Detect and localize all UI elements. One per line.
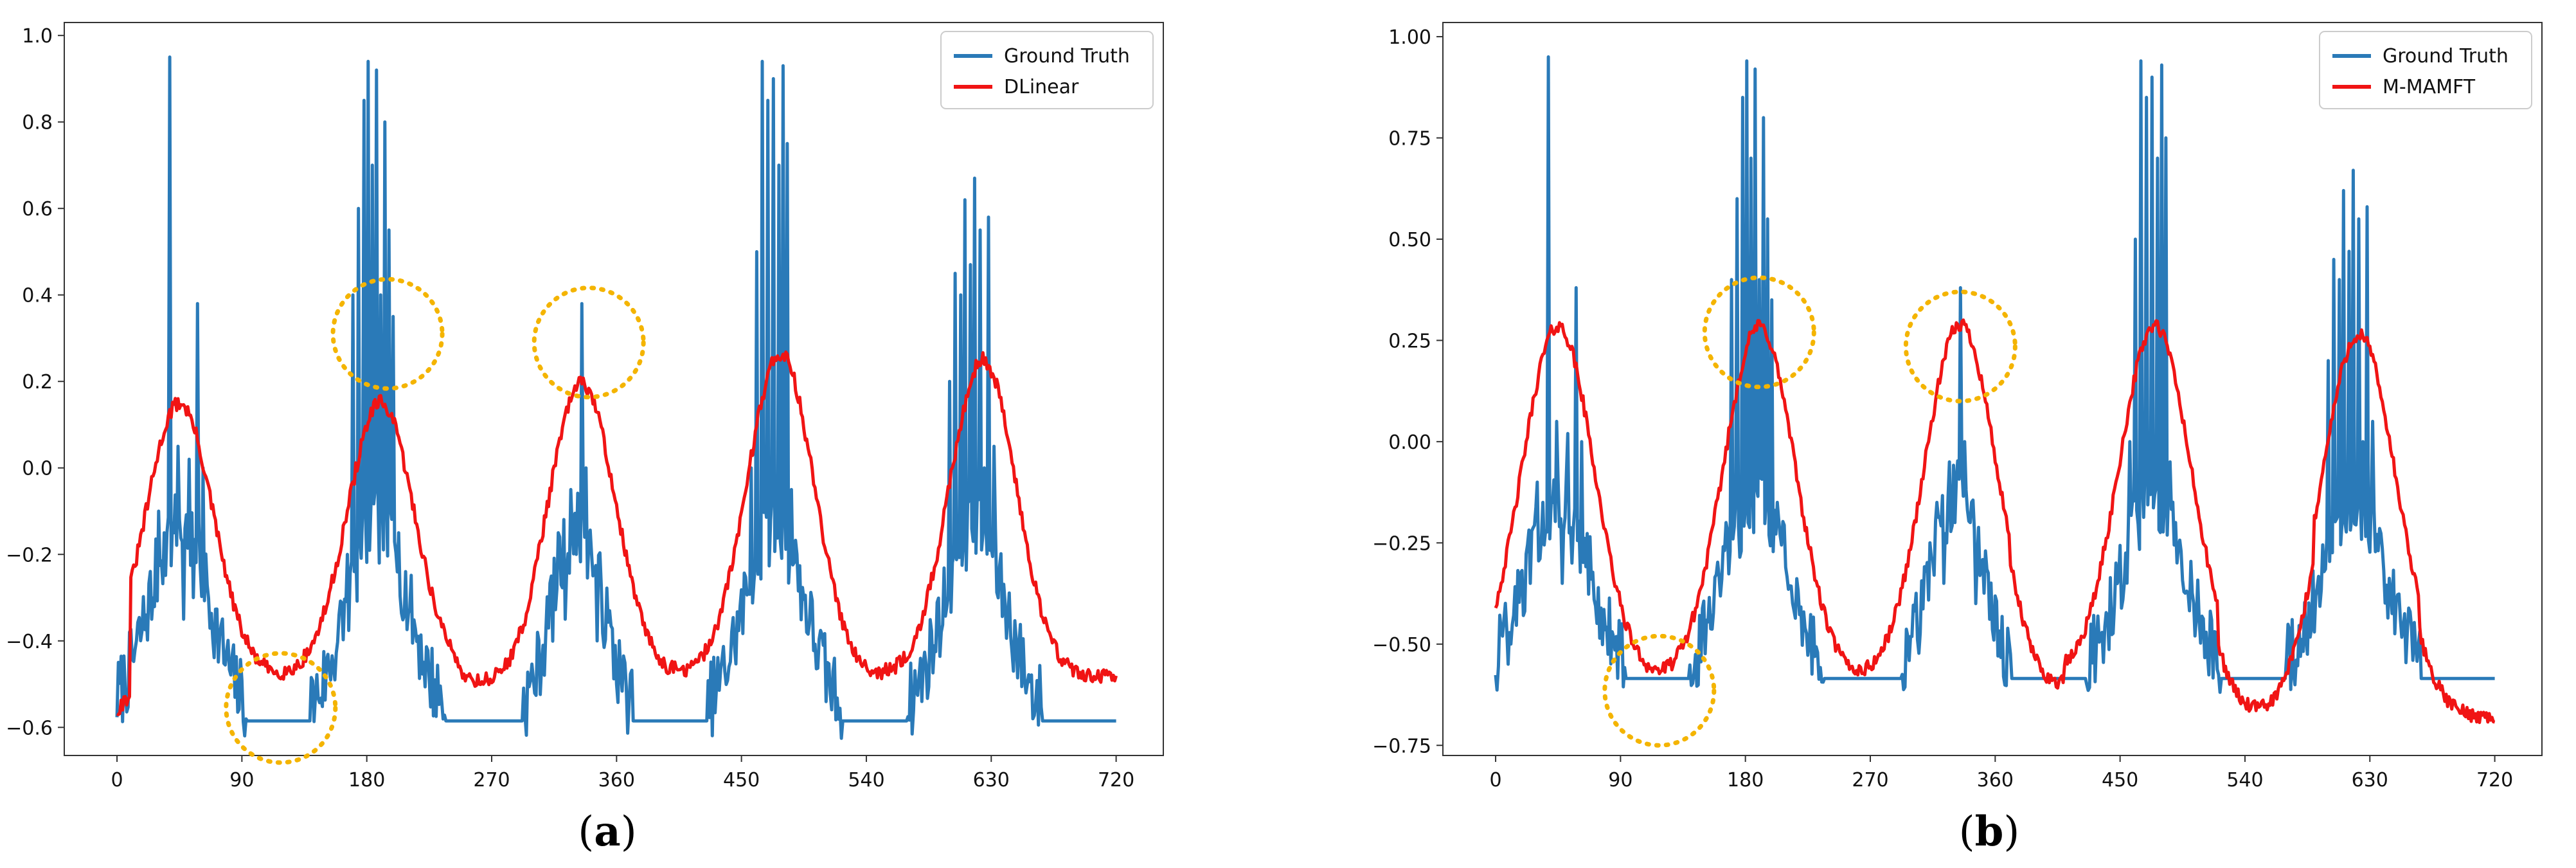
- x-tick-label: 540: [848, 769, 884, 791]
- caption-close-paren: ): [2003, 808, 2019, 856]
- y-tick-label: 0.0: [22, 458, 53, 480]
- x-tick-label: 270: [473, 769, 510, 791]
- y-tick-label: −0.6: [6, 717, 53, 739]
- x-tick-label: 720: [2476, 769, 2513, 791]
- x-tick-label: 720: [1098, 769, 1134, 791]
- legend-entry: M-MAMFT: [2383, 76, 2476, 98]
- y-tick-label: 1.00: [1388, 26, 1431, 49]
- caption-open-paren: (: [1959, 808, 1975, 856]
- highlight-circle: [532, 285, 646, 400]
- highlight-circle: [330, 276, 445, 391]
- y-tick-label: 0.00: [1388, 431, 1431, 454]
- x-tick-label: 450: [2102, 769, 2138, 791]
- highlight-circle: [1903, 289, 2017, 404]
- y-tick-label: 0.25: [1388, 330, 1431, 352]
- y-tick-label: −0.50: [1372, 634, 1431, 656]
- series-ground-truth-line: [115, 55, 1116, 740]
- caption-letter: a: [594, 808, 620, 856]
- series-ground-truth-line: [1494, 55, 2495, 694]
- plot-frame: [64, 22, 1164, 756]
- x-tick-label: 180: [348, 769, 385, 791]
- series-prediction-line: [1494, 318, 2496, 725]
- y-tick-label: 0.2: [22, 371, 53, 393]
- x-tick-label: 630: [2352, 769, 2388, 791]
- y-tick-label: 0.8: [22, 112, 53, 134]
- caption-open-paren: (: [578, 808, 594, 856]
- y-tick-label: 0.50: [1388, 229, 1431, 251]
- x-tick-label: 0: [1489, 769, 1501, 791]
- legend-entry: Ground Truth: [2383, 45, 2509, 68]
- x-tick-label: 450: [723, 769, 760, 791]
- chart-a: 0 90 180 270 360 450 540 630 720 −0.6 −0.4 −0.2 0.0 0…: [6, 22, 1164, 856]
- panel-caption: (b): [1959, 808, 2020, 856]
- y-tick-label: −0.2: [6, 544, 53, 566]
- x-tick-label: 630: [973, 769, 1010, 791]
- x-tick-label: 360: [598, 769, 635, 791]
- legend-entry: Ground Truth: [1004, 45, 1130, 68]
- chart-b: 0 90 180 270 360 450 540 630 720 −0.75 −0.50 −0.25 0…: [1372, 22, 2543, 856]
- x-tick-label: 270: [1852, 769, 1888, 791]
- caption-letter: b: [1975, 808, 2004, 856]
- x-tick-label: 180: [1727, 769, 1764, 791]
- legend-box: [940, 31, 1154, 109]
- highlight-circle: [1602, 633, 1717, 748]
- x-tick-label: 0: [111, 769, 123, 791]
- x-tick-label: 540: [2226, 769, 2263, 791]
- highlight-circle: [1702, 275, 1816, 390]
- y-tick-label: 0.6: [22, 198, 53, 221]
- plot-frame: [1442, 22, 2543, 756]
- series-prediction-line: [116, 350, 1118, 716]
- caption-close-paren: ): [621, 808, 637, 856]
- x-tick-label: 360: [1977, 769, 2014, 791]
- y-tick-label: −0.25: [1372, 532, 1431, 555]
- y-tick-label: 0.75: [1388, 128, 1431, 150]
- y-tick-label: −0.4: [6, 631, 53, 653]
- highlight-circle: [224, 651, 338, 765]
- legend-entry: DLinear: [1004, 76, 1079, 98]
- legend-box: [2319, 31, 2532, 109]
- x-tick-label: 90: [229, 769, 254, 791]
- y-tick-label: −0.75: [1372, 735, 1431, 757]
- y-tick-label: 0.4: [22, 285, 53, 307]
- y-tick-label: 1.0: [22, 25, 53, 48]
- panel-caption: (a): [578, 808, 636, 856]
- x-tick-label: 90: [1608, 769, 1632, 791]
